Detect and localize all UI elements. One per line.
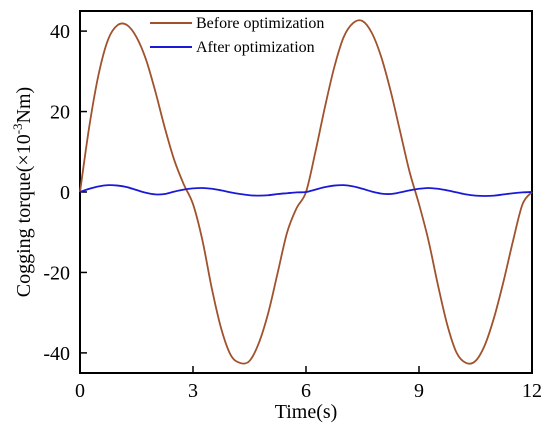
y-axis-title-main: Cogging torque(×10 [13, 134, 35, 297]
series-line-after-optimization [79, 184, 533, 197]
y-tick-label: 20 [50, 102, 70, 124]
y-tick-label: 0 [60, 182, 70, 204]
x-tick-label: 12 [522, 380, 542, 402]
x-tick-label: 9 [414, 380, 424, 402]
legend-label-after: After optimization [196, 39, 315, 56]
y-axis-ticks: -40 -20 0 20 40 [43, 21, 87, 365]
y-tick-label: -20 [43, 262, 70, 284]
x-axis-ticks: 0 3 6 9 12 [75, 366, 542, 402]
legend: Before optimization After optimization [150, 15, 324, 56]
x-tick-label: 6 [301, 380, 311, 402]
x-tick-label: 3 [188, 380, 198, 402]
y-axis-title-exponent: -3 [10, 123, 25, 134]
y-tick-label: 40 [50, 21, 70, 43]
x-tick-label: 0 [75, 380, 85, 402]
series-layer [79, 19, 533, 365]
y-tick-label: -40 [43, 343, 70, 365]
y-axis-title: Cogging torque(×10-3Nm) [10, 87, 35, 297]
legend-label-before: Before optimization [196, 15, 324, 32]
y-axis-title-unit: Nm) [13, 87, 35, 124]
x-axis-title: Time(s) [275, 401, 338, 423]
